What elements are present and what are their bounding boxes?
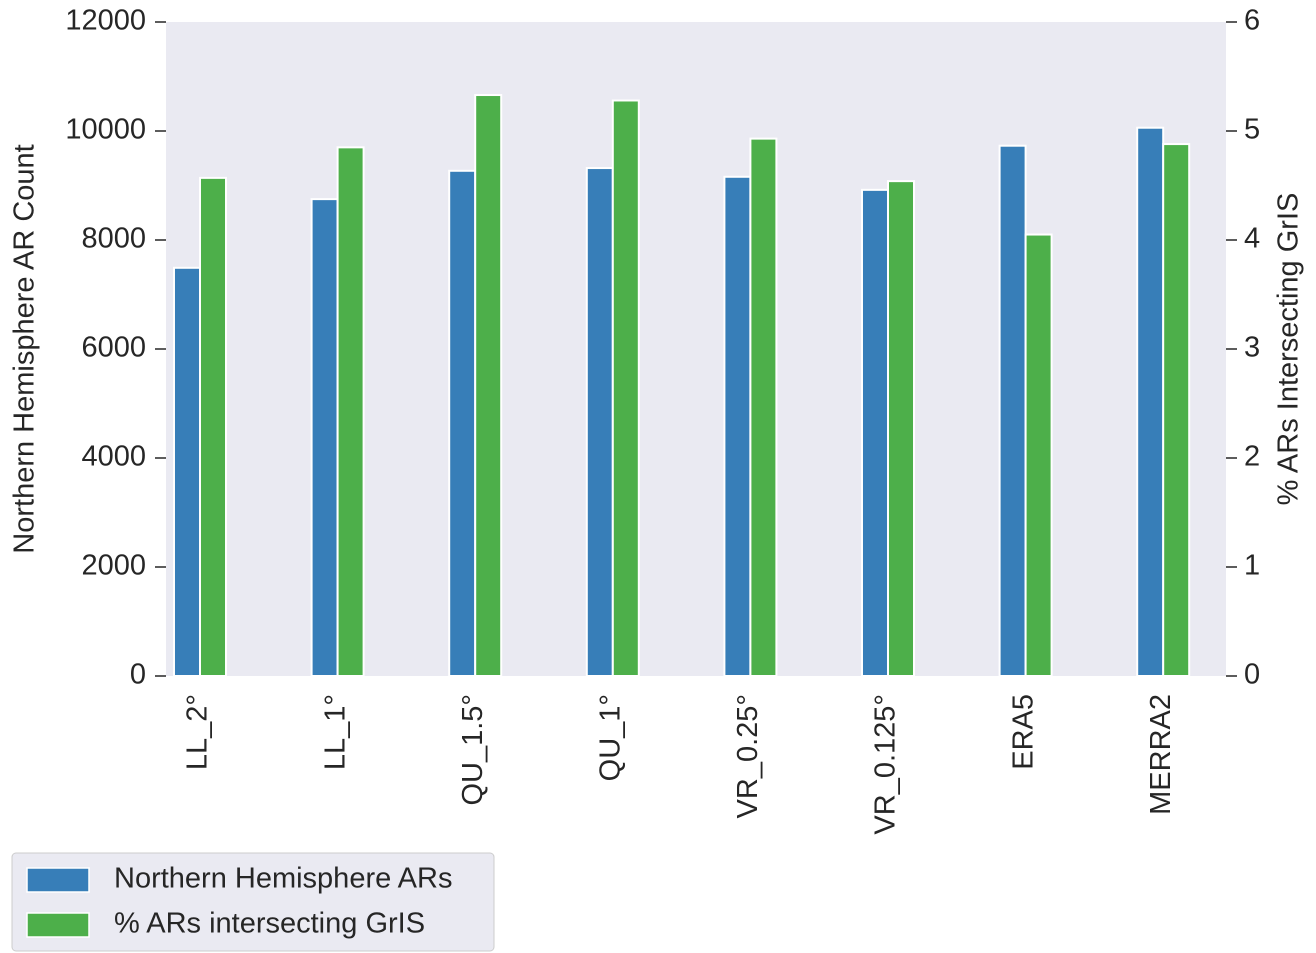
- legend: [11, 852, 495, 952]
- bar: [336, 146, 365, 678]
- y-tick-label: 12000: [65, 5, 146, 37]
- y2-tick-label: 3: [1244, 332, 1260, 364]
- bar: [474, 94, 503, 677]
- bar: [887, 180, 915, 677]
- y-axis-label: Northern Hemisphere AR Count: [9, 144, 41, 553]
- x-tick-label: VR_0.125°: [870, 694, 902, 835]
- bar: [1162, 143, 1191, 677]
- bar: [998, 144, 1027, 677]
- y-tick-label: 2000: [81, 550, 146, 582]
- y-tick-label: 10000: [65, 114, 146, 146]
- x-tick-label: LL_1°: [319, 694, 351, 770]
- x-tick-label: ERA5: [1007, 694, 1039, 770]
- x-tick-label: QU_1°: [594, 694, 626, 781]
- legend-label: % ARs intersecting GrIS: [114, 908, 425, 940]
- bar: [585, 167, 614, 677]
- legend-swatch: [26, 912, 90, 938]
- bar: [861, 188, 889, 678]
- y2-tick-label: 5: [1244, 114, 1260, 146]
- bar: [310, 198, 339, 677]
- x-tick-label: QU_1.5°: [457, 694, 489, 806]
- x-tick-label: LL_2°: [182, 694, 214, 770]
- y2-tick-label: 4: [1244, 223, 1260, 255]
- y-tick-label: 6000: [81, 332, 146, 364]
- bar: [723, 175, 752, 677]
- x-tick-label: VR_0.25°: [732, 694, 764, 818]
- y2-tick-label: 2: [1244, 441, 1260, 473]
- y-tick-label: 4000: [81, 441, 146, 473]
- bar: [1136, 126, 1165, 678]
- y-tick-label: 8000: [81, 223, 146, 255]
- y-tick-label: 0: [130, 659, 146, 691]
- y2-tick-label: 6: [1244, 5, 1260, 37]
- legend-swatch: [26, 867, 90, 893]
- legend-label: Northern Hemisphere ARs: [114, 863, 452, 895]
- y2-tick-label: 0: [1244, 659, 1260, 691]
- bar: [611, 99, 640, 678]
- bar: [749, 137, 778, 677]
- y2-tick-label: 1: [1244, 550, 1260, 582]
- y2-axis-label: % ARs Intersecting GrIS: [1273, 193, 1305, 506]
- bar: [173, 266, 201, 677]
- x-tick-label: MERRA2: [1145, 694, 1177, 815]
- bar: [199, 176, 227, 677]
- bar: [448, 169, 477, 677]
- bar: [1024, 233, 1053, 678]
